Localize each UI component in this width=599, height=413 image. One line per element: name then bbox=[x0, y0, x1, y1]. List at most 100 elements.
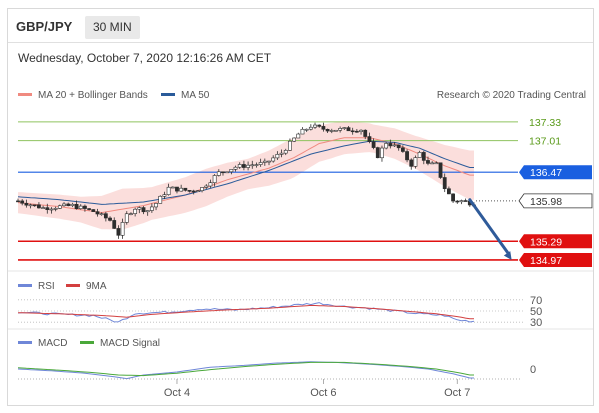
candle-body bbox=[32, 204, 37, 207]
candle bbox=[346, 126, 351, 132]
candle bbox=[74, 200, 79, 210]
candle bbox=[258, 158, 263, 167]
candle-body bbox=[317, 124, 322, 127]
candle bbox=[133, 207, 138, 217]
level-tag-135.29: 135.29 bbox=[519, 234, 592, 249]
candle bbox=[83, 204, 87, 212]
candle-body bbox=[74, 203, 79, 209]
candle-body bbox=[463, 200, 468, 202]
candle-body bbox=[304, 128, 309, 131]
candle bbox=[87, 208, 92, 211]
candle-body bbox=[225, 171, 230, 174]
candle-body bbox=[154, 203, 158, 208]
candle bbox=[66, 202, 71, 207]
candle bbox=[254, 162, 259, 168]
bollinger-legend-swatch bbox=[18, 93, 32, 96]
candle-body bbox=[175, 186, 179, 192]
candle bbox=[438, 162, 443, 179]
chart-widget: GBP/JPY 30 MIN Wednesday, October 7, 202… bbox=[7, 8, 594, 406]
macd-line bbox=[17, 361, 474, 380]
macd-lines bbox=[17, 361, 474, 380]
timeframe-button[interactable]: 30 MIN bbox=[85, 16, 140, 39]
price-legend: MA 20 + Bollinger Bands MA 50 Research ©… bbox=[18, 90, 586, 101]
candle bbox=[409, 158, 414, 170]
candle-body bbox=[221, 171, 225, 174]
chart-datetime: Wednesday, October 7, 2020 12:16:26 AM C… bbox=[18, 51, 272, 65]
candle-body bbox=[166, 186, 171, 195]
candle bbox=[446, 186, 451, 195]
candle bbox=[367, 132, 372, 144]
candle-body bbox=[28, 204, 33, 207]
candle-body bbox=[41, 207, 46, 209]
candle bbox=[405, 149, 409, 163]
candle bbox=[41, 205, 46, 209]
header-divider bbox=[8, 42, 593, 43]
candle-body bbox=[112, 220, 117, 229]
candle-body bbox=[292, 137, 297, 142]
candle bbox=[292, 137, 297, 143]
forecast-arrow-layer bbox=[468, 198, 512, 260]
candle bbox=[208, 179, 213, 188]
candle-body bbox=[388, 143, 393, 147]
candle bbox=[91, 209, 96, 212]
candle bbox=[216, 169, 221, 177]
time-axis-label: Oct 7 bbox=[444, 387, 470, 399]
candle bbox=[313, 122, 317, 129]
candle bbox=[250, 160, 255, 169]
candle-body bbox=[313, 124, 317, 128]
candle-body bbox=[204, 185, 209, 188]
candle bbox=[195, 190, 200, 192]
candle-body bbox=[283, 150, 288, 154]
candle-body bbox=[321, 126, 326, 130]
candle bbox=[308, 124, 313, 131]
candle-body bbox=[237, 164, 242, 168]
candle-body bbox=[49, 208, 54, 211]
candle bbox=[24, 199, 29, 208]
candle bbox=[166, 183, 171, 196]
rsi-lines bbox=[17, 302, 475, 323]
candle-body bbox=[183, 187, 188, 191]
candle bbox=[225, 171, 230, 174]
candle bbox=[417, 150, 422, 158]
candle-body bbox=[95, 211, 100, 215]
level-tag-shape bbox=[519, 252, 592, 267]
candle-body bbox=[170, 186, 175, 189]
candle bbox=[70, 202, 75, 208]
candle bbox=[325, 128, 330, 134]
candle-body bbox=[242, 164, 246, 168]
candle-body bbox=[24, 202, 29, 206]
candle-body bbox=[363, 129, 368, 137]
candle-body bbox=[262, 160, 267, 163]
candle-body bbox=[396, 144, 401, 149]
candle bbox=[120, 218, 125, 239]
candle bbox=[78, 204, 83, 210]
candle bbox=[426, 156, 430, 166]
candle bbox=[338, 126, 343, 133]
candle bbox=[342, 127, 347, 131]
rsi-line bbox=[17, 302, 475, 323]
level-tag-label: 135.29 bbox=[530, 236, 562, 248]
candle-body bbox=[20, 200, 25, 204]
candle-body bbox=[116, 228, 121, 236]
rsi-gridlines bbox=[18, 299, 523, 323]
candle bbox=[421, 150, 426, 165]
level-label-137.33: 137.33 bbox=[529, 117, 561, 129]
rsi-tick-label: 50 bbox=[530, 306, 542, 318]
candle bbox=[187, 190, 192, 193]
candle-body bbox=[254, 164, 259, 166]
candle-body bbox=[70, 203, 75, 206]
candle bbox=[321, 122, 326, 132]
candle bbox=[304, 128, 309, 132]
candle bbox=[162, 191, 167, 200]
candle bbox=[37, 202, 41, 209]
rsi-tick-label: 30 bbox=[530, 317, 542, 329]
candle-body bbox=[350, 130, 355, 133]
candle-body bbox=[430, 162, 435, 165]
candle bbox=[170, 186, 175, 189]
price-chart[interactable]: 137.33 137.01 136.47 135.98 135.29 134.97 MA … bbox=[8, 9, 593, 405]
candle-body bbox=[446, 188, 451, 195]
candle bbox=[212, 174, 217, 187]
candle bbox=[53, 206, 58, 212]
candle bbox=[62, 202, 66, 207]
